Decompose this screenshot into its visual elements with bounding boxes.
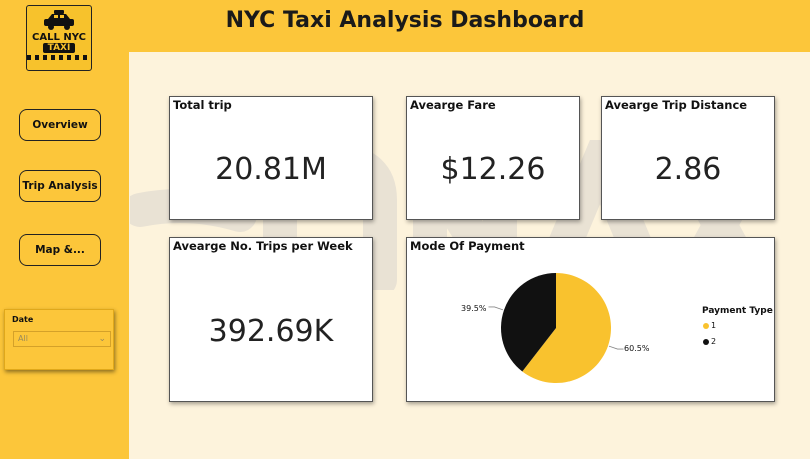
card-title: Avearge Fare <box>410 98 496 112</box>
checker-stripe <box>27 55 91 60</box>
card-value: $12.26 <box>440 152 546 187</box>
pie-leader-line <box>608 345 624 350</box>
trip-analysis-button[interactable]: Trip Analysis <box>19 170 101 202</box>
legend-item-1[interactable]: 1 <box>703 321 716 330</box>
legend-dot-icon <box>703 322 709 329</box>
date-dropdown[interactable]: All ⌄ <box>13 331 111 347</box>
header-bar <box>0 0 810 52</box>
chevron-down-icon: ⌄ <box>98 334 106 344</box>
legend-label: 1 <box>711 321 717 330</box>
pie-slice-1[interactable] <box>522 273 611 383</box>
pie-leader-line <box>488 306 504 311</box>
legend-item-2[interactable]: 2 <box>703 337 716 346</box>
card-avg-fare: Avearge Fare $12.26 <box>406 96 580 220</box>
card-value: 392.69K <box>208 314 334 349</box>
logo-line2: TAXI <box>42 43 76 53</box>
pie-slice-2[interactable] <box>501 273 556 372</box>
chart-title: Mode Of Payment <box>410 239 525 253</box>
card-mode-of-payment: Mode Of Payment 60.5% 39.5% Payment Type… <box>406 237 775 402</box>
card-avg-trips-per-week: Avearge No. Trips per Week 392.69K <box>169 237 373 402</box>
legend-label: 2 <box>711 337 717 346</box>
card-avg-trip-distance: Avearge Trip Distance 2.86 <box>601 96 775 220</box>
pie-label-type-1: 60.5% <box>624 344 650 353</box>
sidebar <box>0 0 129 459</box>
taxi-icon <box>44 10 74 30</box>
card-total-trip: Total trip 20.81M <box>169 96 373 220</box>
card-value: 2.86 <box>654 152 722 187</box>
card-title: Total trip <box>173 98 232 112</box>
card-value: 20.81M <box>215 152 327 187</box>
date-slicer-label: Date <box>12 315 34 324</box>
page-title: NYC Taxi Analysis Dashboard <box>225 8 585 33</box>
legend-title: Payment Type <box>702 306 773 316</box>
overview-button[interactable]: Overview <box>19 109 101 141</box>
logo-line1: CALL NYC <box>32 32 86 43</box>
card-title: Avearge No. Trips per Week <box>173 239 353 253</box>
date-dropdown-value: All <box>18 334 28 343</box>
logo: CALL NYC TAXI <box>26 5 92 71</box>
legend-dot-icon <box>703 338 709 345</box>
card-title: Avearge Trip Distance <box>605 98 748 112</box>
pie-label-type-2: 39.5% <box>461 304 487 313</box>
payment-pie-chart <box>488 273 624 383</box>
date-slicer: Date All ⌄ <box>4 309 114 370</box>
map-button[interactable]: Map &... <box>19 234 101 266</box>
